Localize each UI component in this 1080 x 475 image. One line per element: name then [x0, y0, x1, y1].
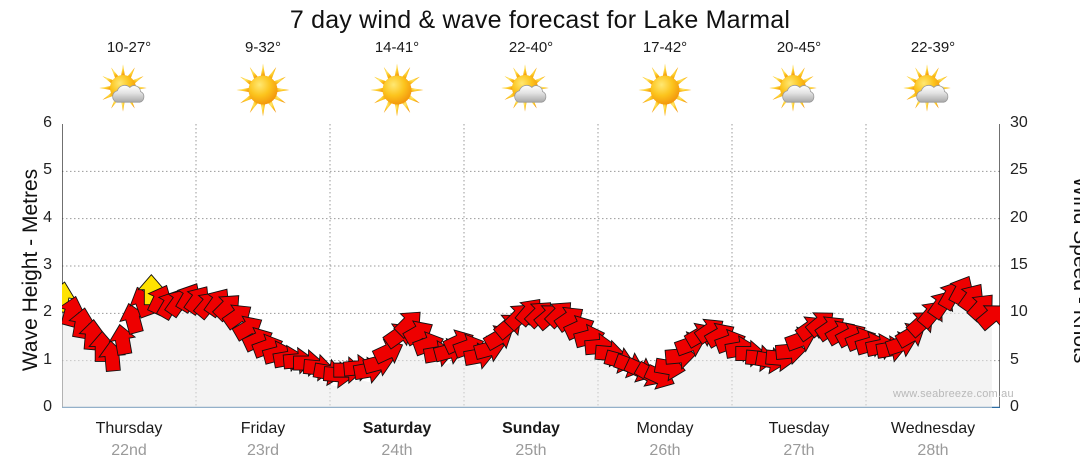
temperature-range: 22-39°: [910, 39, 956, 56]
left-tick-1: 1: [43, 350, 52, 368]
right-tick-5: 5: [1010, 350, 1019, 368]
right-tick-0: 0: [1010, 398, 1019, 415]
day-footer-saturday: Saturday 24th: [330, 418, 464, 470]
sun-icon: [364, 62, 430, 118]
day-footer-monday: Monday 26th: [598, 418, 732, 470]
right-tick-30: 30: [1010, 114, 1028, 131]
wind-arrow-plot: [62, 124, 1000, 408]
sun-cloud-icon: [900, 62, 966, 118]
day-footer-wednesday: Wednesday 28th: [866, 418, 1000, 470]
plot-area: [62, 124, 1000, 408]
right-axis-title: Wind Speed - Knots: [1069, 176, 1080, 364]
left-tick-2: 2: [43, 303, 52, 321]
page-title: 7 day wind & wave forecast for Lake Marm…: [289, 6, 791, 34]
day-footer-friday: Friday 23rd: [196, 418, 330, 470]
day-date: 23rd: [246, 442, 280, 459]
left-tick-3: 3: [43, 256, 52, 273]
sun-cloud-icon: [766, 62, 832, 118]
day-header-wednesday: 22-39°: [866, 36, 1000, 124]
right-tick-15: 15: [1010, 256, 1028, 273]
day-date: 25th: [515, 442, 547, 459]
day-header-tuesday: 20-45°: [732, 36, 866, 124]
day-name: Friday: [240, 420, 286, 437]
temperature-range: 22-40°: [508, 39, 554, 56]
day-header-friday: 9-32°: [196, 36, 330, 124]
sun-cloud-icon: [96, 62, 162, 118]
day-header-saturday: 14-41°: [330, 36, 464, 124]
day-name: Thursday: [95, 420, 163, 437]
day-header-row: 10-27° 9-32° 14-41° 22-40° 17-42° 20-45° 22-39…: [62, 36, 1000, 124]
wind-arrow: [975, 305, 1000, 332]
day-name: Sunday: [502, 420, 560, 437]
day-date: 27th: [783, 442, 815, 459]
right-tick-20: 20: [1010, 208, 1028, 226]
temperature-range: 14-41°: [374, 39, 420, 56]
day-date: 22nd: [111, 442, 147, 459]
temperature-range: 9-32°: [244, 39, 282, 56]
right-tick-25: 25: [1010, 161, 1028, 179]
watermark: www.seabreeze.com.au: [893, 388, 1014, 400]
temperature-range: 17-42°: [642, 39, 688, 56]
temperature-range: 20-45°: [776, 39, 822, 56]
day-footer-row: Thursday 22nd Friday 23rd Saturday 24th Sunday…: [62, 418, 1000, 470]
left-tick-5: 5: [43, 161, 52, 179]
left-tick-4: 4: [43, 208, 52, 226]
day-date: 24th: [381, 442, 413, 459]
day-footer-sunday: Sunday 25th: [464, 418, 598, 470]
day-name: Monday: [636, 420, 694, 437]
sun-cloud-icon: [498, 62, 564, 118]
day-name: Saturday: [362, 420, 432, 437]
day-footer-tuesday: Tuesday 27th: [732, 418, 866, 470]
day-header-sunday: 22-40°: [464, 36, 598, 124]
day-footer-thursday: Thursday 22nd: [62, 418, 196, 470]
left-tick-0: 0: [43, 398, 52, 415]
day-name: Wednesday: [890, 420, 976, 437]
sun-icon: [632, 62, 698, 118]
right-tick-10: 10: [1010, 303, 1028, 321]
temperature-range: 10-27°: [106, 39, 152, 56]
day-header-thursday: 10-27°: [62, 36, 196, 124]
day-date: 28th: [917, 442, 949, 459]
day-date: 26th: [649, 442, 681, 459]
day-header-monday: 17-42°: [598, 36, 732, 124]
day-name: Tuesday: [768, 420, 830, 437]
left-tick-6: 6: [43, 114, 52, 131]
sun-icon: [230, 62, 296, 118]
